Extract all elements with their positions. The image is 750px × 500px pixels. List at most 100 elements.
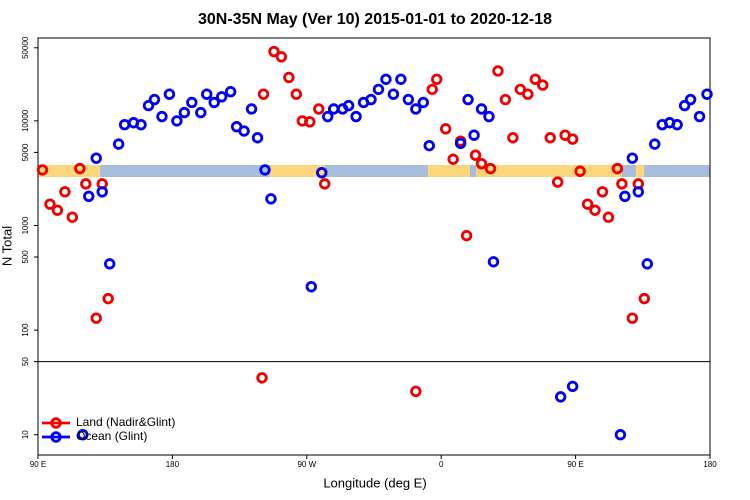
point <box>96 186 108 198</box>
point <box>103 258 116 270</box>
point <box>44 198 56 210</box>
land-ocean-strip <box>38 165 710 177</box>
point <box>256 372 268 384</box>
point <box>163 88 176 100</box>
point <box>402 93 415 106</box>
point <box>208 96 220 109</box>
point <box>74 162 86 175</box>
point <box>626 312 639 324</box>
point <box>156 110 168 123</box>
point <box>492 65 504 77</box>
point <box>178 106 191 119</box>
point <box>468 129 480 141</box>
point <box>90 312 102 324</box>
point <box>638 292 650 305</box>
point <box>90 152 102 164</box>
point <box>142 99 155 112</box>
point <box>678 99 691 112</box>
point <box>684 93 697 106</box>
point <box>641 258 653 270</box>
point <box>589 204 601 216</box>
point <box>350 110 362 123</box>
point <box>426 83 438 96</box>
point <box>265 193 277 205</box>
y-tick-label: 10000 <box>21 109 30 132</box>
point <box>259 164 271 176</box>
point <box>574 165 586 177</box>
point <box>693 110 706 123</box>
point <box>77 429 89 441</box>
legend-marker <box>50 417 62 429</box>
point <box>626 152 639 164</box>
chart-title: 30N-35N May (Ver 10) 2015-01-01 to 2020-… <box>198 11 552 28</box>
point <box>544 132 556 144</box>
point <box>201 88 213 100</box>
point <box>186 96 198 109</box>
point <box>313 103 325 115</box>
point <box>171 115 183 127</box>
point <box>701 88 713 100</box>
x-axis-label: Longitude (deg E) <box>323 475 426 490</box>
point <box>59 186 71 198</box>
point <box>51 204 64 216</box>
point <box>36 164 49 176</box>
point <box>319 178 331 190</box>
legend-label: Land (Nadir&Glint) <box>76 415 175 429</box>
point <box>275 51 288 63</box>
point <box>80 178 92 190</box>
point <box>410 103 422 115</box>
x-tick-label: 0 <box>439 460 444 469</box>
point <box>499 93 512 106</box>
point <box>454 137 467 150</box>
point <box>305 281 317 293</box>
point <box>365 93 377 106</box>
point <box>632 186 645 198</box>
point <box>238 125 250 137</box>
point <box>342 99 355 112</box>
point <box>551 176 564 188</box>
y-tick-label: 100 <box>21 323 30 337</box>
y-tick-label: 10 <box>21 430 30 439</box>
point <box>616 178 628 190</box>
point <box>372 83 385 96</box>
point <box>460 229 473 242</box>
point <box>596 186 609 198</box>
point <box>268 45 280 58</box>
point <box>649 138 661 150</box>
x-tick-label: 90 E <box>567 460 583 469</box>
point <box>118 118 131 131</box>
point <box>581 198 594 210</box>
point <box>195 106 207 119</box>
point <box>327 103 340 115</box>
point <box>257 88 270 100</box>
x-tick-label: 180 <box>703 460 717 469</box>
point <box>215 91 228 103</box>
point <box>566 380 579 393</box>
point <box>522 88 534 100</box>
point <box>283 71 295 84</box>
y-tick-label: 1000 <box>21 216 30 234</box>
point <box>475 103 488 115</box>
point <box>469 149 482 161</box>
point <box>224 86 237 98</box>
point <box>487 256 500 268</box>
point <box>431 73 443 85</box>
point <box>483 110 495 123</box>
point <box>602 211 615 223</box>
point <box>566 133 579 145</box>
point <box>395 73 407 85</box>
point <box>135 118 147 131</box>
point <box>462 93 474 106</box>
point <box>387 88 400 100</box>
point <box>611 162 624 175</box>
legend-marker <box>50 431 62 443</box>
point <box>447 153 459 165</box>
point <box>537 79 549 91</box>
plot-frame <box>37 37 711 456</box>
point <box>439 123 452 135</box>
point <box>148 93 161 106</box>
y-axis-label: N Total <box>0 226 14 266</box>
y-tick-label: 5000 <box>21 143 30 161</box>
point <box>112 138 125 150</box>
